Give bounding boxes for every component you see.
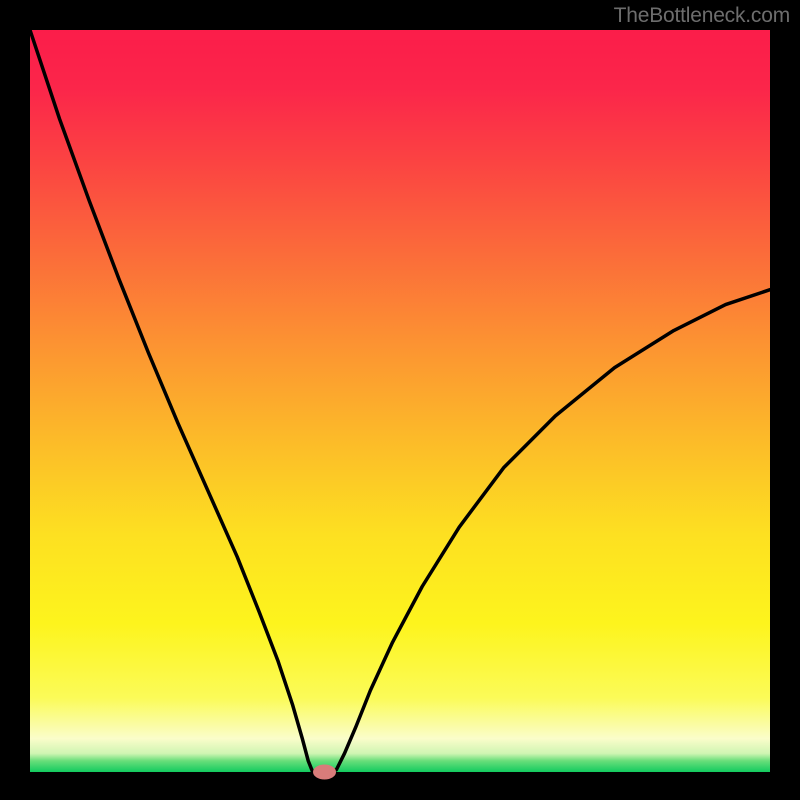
watermark-text: TheBottleneck.com [614,4,790,28]
plot-background [30,30,770,772]
bottleneck-chart [0,0,800,800]
trough-marker [314,765,336,779]
chart-container: TheBottleneck.com [0,0,800,800]
